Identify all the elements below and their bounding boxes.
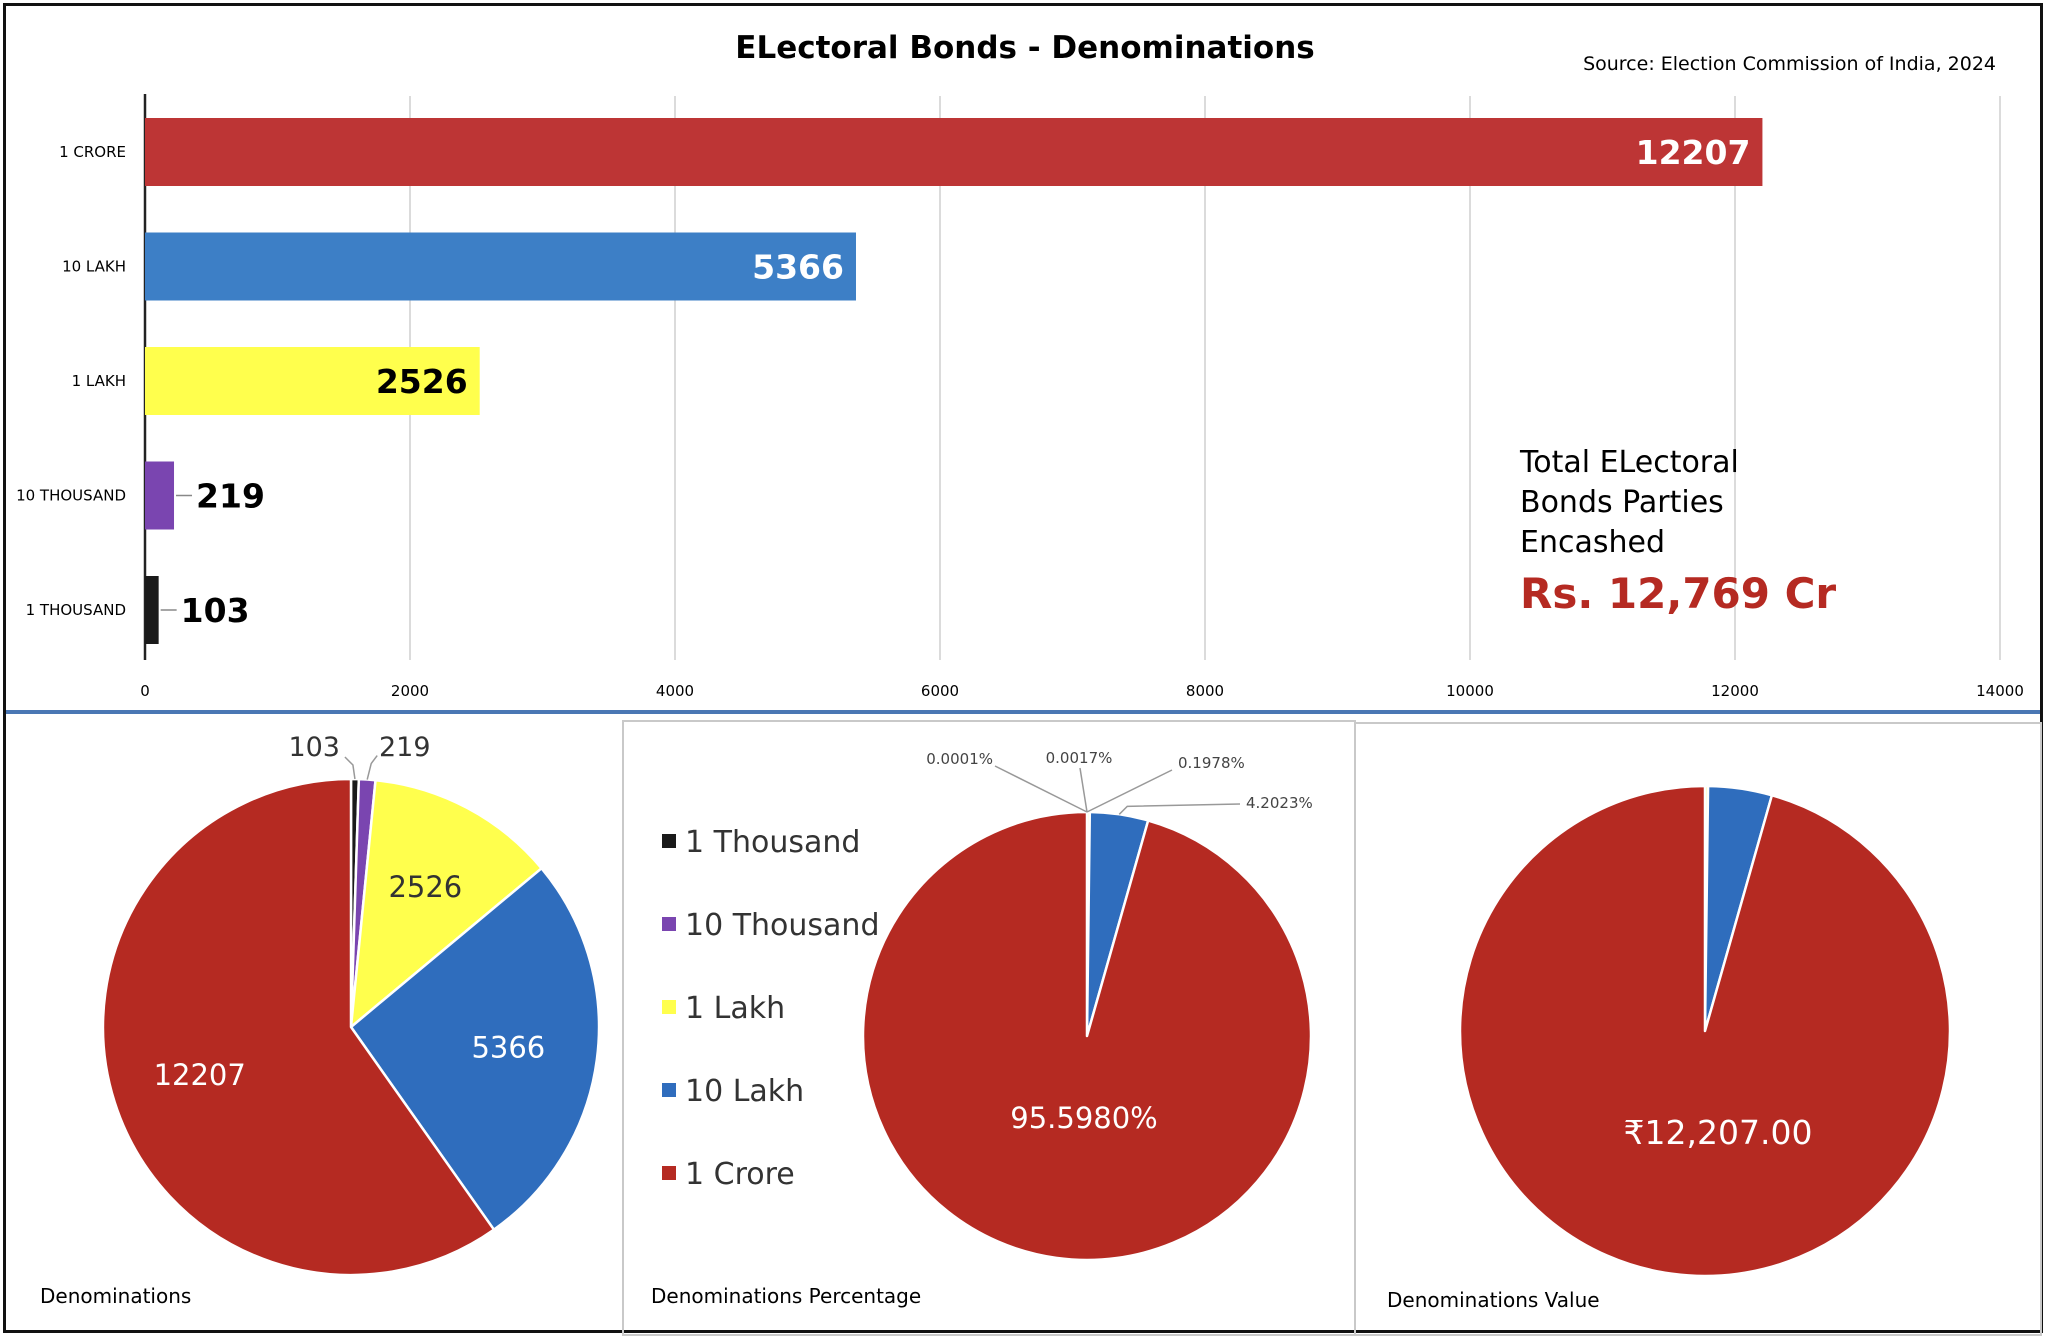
- pie2-label: 0.0001%: [926, 750, 993, 768]
- x-tick-label: 6000: [921, 682, 959, 700]
- pie2-label: 0.1978%: [1178, 754, 1245, 772]
- pie3-label-1-crore: ₹12,207.00: [1624, 1113, 1813, 1152]
- source-note: Source: Election Commission of India, 20…: [1583, 53, 1996, 75]
- pie2-leader: [1086, 769, 1173, 813]
- pie-value-panel: [1354, 722, 2042, 1336]
- total-value: Rs. 12,769 Cr: [1520, 569, 1836, 618]
- x-tick-label: 8000: [1186, 682, 1224, 700]
- bar-data-labels: 12207 5366 2526 219 103: [160, 133, 1751, 630]
- total-line-2: Bonds Parties: [1520, 485, 1724, 520]
- pie-denominations: 2526 5366 12207 103 219: [101, 732, 601, 1277]
- category-label-1-crore: 1 CRORE: [59, 143, 126, 161]
- pie-slice-1-lakh: [349, 778, 543, 1029]
- caption-pie1: Denominations: [40, 1284, 191, 1308]
- total-line-1: Total ELectoral: [1519, 445, 1739, 480]
- bar-1-thousand: [145, 576, 159, 644]
- bar-1-lakh: [145, 347, 480, 415]
- x-tick-label: 2000: [391, 682, 429, 700]
- pie1-label-10-lakh: 5366: [471, 1031, 545, 1065]
- bar-series: [145, 118, 1763, 644]
- pie2-leader: [994, 765, 1088, 813]
- x-tick-label: 12000: [1711, 682, 1759, 700]
- legend-item-1-crore: 1 Crore: [685, 1157, 795, 1192]
- legend-item-1-lakh: 1 Lakh: [685, 991, 785, 1026]
- x-tick-label: 14000: [1976, 682, 2024, 700]
- pie2-label-1-crore: 95.5980%: [1010, 1101, 1157, 1135]
- pie-slice-1-crore: [101, 777, 496, 1277]
- pie-slice-10-lakh: [349, 867, 601, 1231]
- bar-category-labels: 1 CRORE 10 LAKH 1 LAKH 10 THOUSAND 1 THOUSAN…: [16, 143, 126, 619]
- pie1-label-10-thousand: 219: [379, 732, 431, 763]
- category-label-1-lakh: 1 LAKH: [72, 372, 126, 390]
- bar-10-thousand: [145, 461, 175, 530]
- legend-swatch-10-thousand: [662, 917, 676, 931]
- legend-item-10-lakh: 10 Lakh: [685, 1074, 804, 1109]
- legend: 1 Thousand 10 Thousand 1 Lakh 10 Lakh 1 Cror…: [662, 825, 880, 1192]
- legend-swatch-10-lakh: [662, 1083, 676, 1097]
- pie-denominations-percentage: 0.0001% 0.0017% 0.1978% 4.2023% 95.5980%: [861, 749, 1313, 1262]
- caption-pie2: Denominations Percentage: [651, 1284, 921, 1308]
- pie1-leader: [366, 755, 378, 780]
- bar-value-label: 2526: [376, 362, 468, 401]
- total-line-3: Encashed: [1520, 525, 1665, 560]
- pie2-label: 0.0017%: [1046, 749, 1113, 767]
- pie2-label-10-lakh: 4.2023%: [1246, 794, 1313, 812]
- legend-swatch-1-lakh: [662, 1000, 676, 1014]
- pie2-leader: [1079, 767, 1088, 813]
- legend-item-1-thousand: 1 Thousand: [685, 825, 860, 860]
- pie1-label-1-thousand: 103: [288, 732, 340, 763]
- bar-10-lakh: [145, 232, 856, 301]
- legend-item-10-thousand: 10 Thousand: [685, 908, 880, 943]
- x-tick-label: 0: [140, 682, 150, 700]
- bar-x-ticks: 0 2000 4000 6000 8000 10000 12000 14000: [140, 682, 2024, 700]
- pie-slice-1-crore: [861, 810, 1313, 1262]
- category-label-10-thousand: 10 THOUSAND: [16, 487, 126, 505]
- caption-pie3: Denominations Value: [1387, 1288, 1600, 1312]
- chart-title: ELectoral Bonds - Denominations: [735, 30, 1314, 66]
- bar-value-label: 103: [181, 591, 250, 630]
- x-tick-label: 4000: [656, 682, 694, 700]
- bar-value-label: 219: [196, 477, 265, 516]
- legend-swatch-1-thousand: [662, 834, 676, 848]
- pie1-label-1-lakh: 2526: [388, 870, 462, 904]
- category-label-1-thousand: 1 THOUSAND: [26, 601, 126, 619]
- section-divider: [6, 710, 2040, 714]
- pie-denominations-value: ₹12,207.00: [1458, 784, 1952, 1278]
- figure-frame: [3, 3, 2043, 1333]
- bar-value-label: 5366: [752, 248, 844, 287]
- bar-value-label: 12207: [1636, 133, 1751, 172]
- pie2-leader: [1118, 803, 1241, 815]
- pie1-label-1-crore: 12207: [154, 1058, 246, 1092]
- pie1-leader: [344, 756, 356, 780]
- pie-slice-1-crore: [1458, 784, 1952, 1278]
- bar-1-crore: [145, 118, 1763, 186]
- category-label-10-lakh: 10 LAKH: [62, 258, 126, 276]
- x-tick-label: 10000: [1446, 682, 1494, 700]
- legend-swatch-1-crore: [662, 1166, 676, 1180]
